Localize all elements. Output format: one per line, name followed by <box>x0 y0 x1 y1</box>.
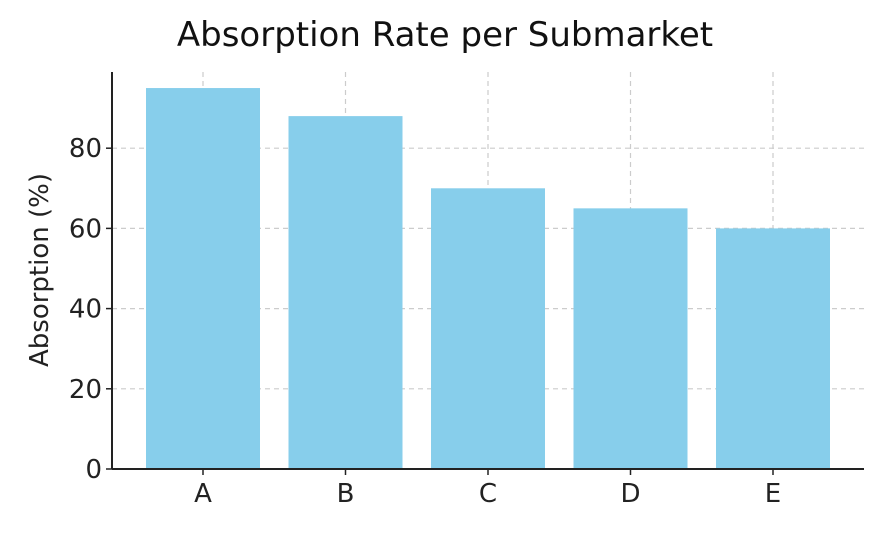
bar-D <box>573 208 688 469</box>
x-tick-label-B: B <box>337 479 355 509</box>
bar-layer <box>146 88 830 470</box>
bar-E <box>716 228 830 469</box>
x-tick-label-A: A <box>194 479 212 509</box>
y-tick-label-20: 20 <box>69 375 102 405</box>
x-tick-label-E: E <box>765 479 781 509</box>
bar-B <box>288 116 403 469</box>
y-tick-label-60: 60 <box>69 214 102 244</box>
bar-A <box>146 88 260 469</box>
y-tick-label-0: 0 <box>85 455 102 485</box>
y-tick-label-80: 80 <box>69 134 102 164</box>
tick-layer: 0 20 40 60 80 A B C D E <box>69 134 781 509</box>
y-tick-label-40: 40 <box>69 295 102 325</box>
y-axis-label: Absorption (%) <box>25 173 55 367</box>
chart-title: Absorption Rate per Submarket <box>177 15 713 55</box>
x-tick-label-D: D <box>620 479 640 509</box>
bar-C <box>431 188 545 470</box>
x-tick-label-C: C <box>479 479 497 509</box>
